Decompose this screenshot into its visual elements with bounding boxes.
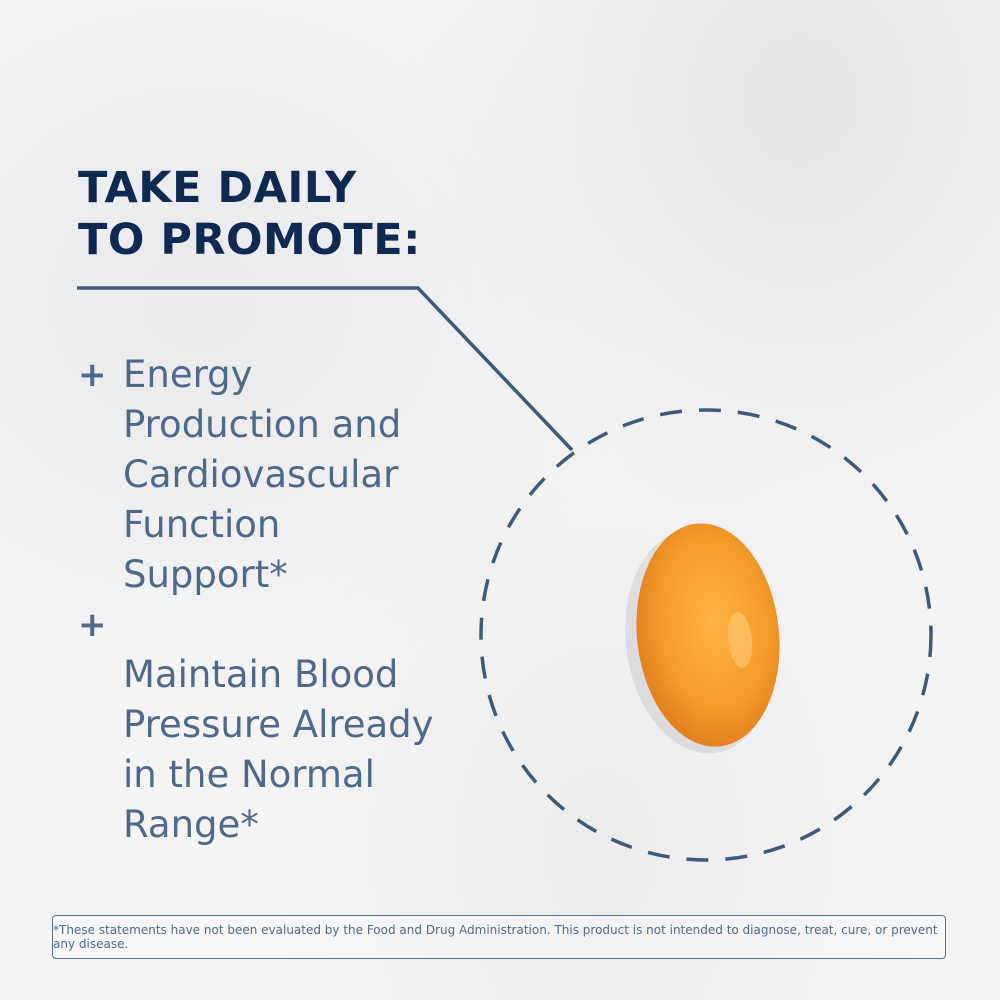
dashed-circle bbox=[479, 408, 933, 862]
benefit-text: Support* bbox=[123, 553, 288, 596]
benefit-text: in the Normal bbox=[123, 753, 375, 796]
plus-icon: + bbox=[78, 355, 107, 395]
list-item: + Maintain Blood Pressure Already in the… bbox=[78, 600, 463, 850]
list-item: + Energy Production and Cardiovascular F… bbox=[78, 350, 463, 600]
softgel-highlight bbox=[727, 612, 753, 668]
benefit-text: Production and bbox=[123, 403, 402, 446]
plus-icon: + bbox=[78, 605, 107, 645]
benefit-text: Maintain Blood bbox=[123, 653, 399, 696]
connector-line bbox=[77, 286, 574, 452]
disclaimer-text: *These statements have not been evaluate… bbox=[53, 923, 938, 951]
title-line: TAKE DAILY bbox=[78, 163, 357, 213]
benefit-text: Function bbox=[123, 503, 281, 546]
benefits-list: + Energy Production and Cardiovascular F… bbox=[78, 350, 463, 850]
fda-disclaimer: *These statements have not been evaluate… bbox=[52, 915, 946, 959]
softgel-image bbox=[636, 523, 780, 747]
title-line: TO PROMOTE: bbox=[78, 215, 421, 265]
page-title: TAKE DAILY TO PROMOTE: bbox=[78, 162, 421, 266]
benefit-text: Pressure Already bbox=[123, 703, 434, 746]
benefit-text: Energy bbox=[123, 353, 253, 396]
benefit-text: Range* bbox=[123, 803, 259, 846]
benefit-text: Cardiovascular bbox=[123, 453, 399, 496]
